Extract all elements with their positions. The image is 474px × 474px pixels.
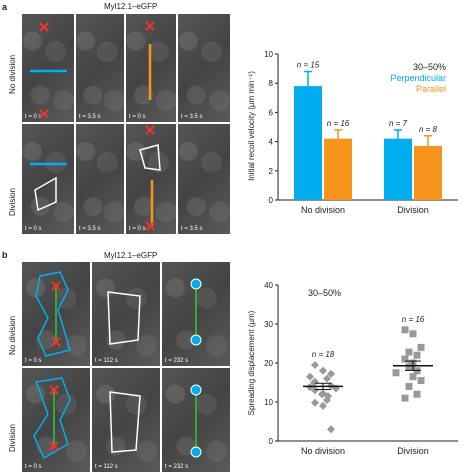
chart-b-point-no-division bbox=[306, 372, 314, 381]
panel-a-title: Myl12.1–eGFP bbox=[104, 2, 158, 11]
chart-a-n-label: n = 15 bbox=[297, 61, 320, 70]
panel-a-tile-r2-c1: t = 0 s bbox=[22, 124, 74, 234]
chart-b-point-division bbox=[405, 363, 413, 371]
chart-a-bar bbox=[294, 86, 322, 200]
chart-a-bar bbox=[324, 138, 352, 200]
chart-b-ytick-label: 10 bbox=[264, 398, 273, 407]
chart-b-ytick-label: 30 bbox=[264, 320, 273, 329]
chart-b-point-no-division bbox=[319, 401, 327, 410]
chart-a-xtick-label: No division bbox=[301, 205, 345, 215]
chart-b-point-division bbox=[417, 343, 425, 351]
panel-a-tile-r1-c2: t = 3.5 s bbox=[76, 14, 124, 122]
chart-b-point-division bbox=[392, 369, 400, 377]
chart-b-point-no-division bbox=[319, 366, 327, 375]
chart-b-ytick-label: 0 bbox=[269, 437, 274, 446]
chart-b-point-no-division bbox=[323, 374, 331, 383]
chart-a-ytick-label: 8 bbox=[269, 79, 274, 88]
chart-b-ylabel: Spreading displacement (µm) bbox=[247, 310, 256, 415]
chart-b-point-no-division bbox=[311, 386, 319, 395]
chart-b-point-no-division bbox=[306, 383, 314, 392]
spreading-displacement-scatter-chart: 0 10 20 30 40 No division Division n = 18 n = 1… bbox=[247, 281, 458, 456]
panel-a-tile-r1-c1: t = 0 s bbox=[22, 14, 74, 122]
chart-a-legend-perpendicular: Perpendicular bbox=[390, 73, 446, 83]
chart-b-point-no-division bbox=[327, 369, 335, 378]
chart-b-ytick-label: 20 bbox=[264, 359, 273, 368]
panel-b-title: Myl12.1–eGFP bbox=[104, 251, 158, 260]
chart-a-legend-parallel: Parallel bbox=[416, 84, 446, 94]
chart-a-n-label: n = 8 bbox=[419, 125, 438, 134]
chart-b-point-division bbox=[409, 373, 417, 381]
panel-b-tile-r2-c1: t = 0 s bbox=[22, 368, 90, 472]
panel-b-letter: b bbox=[2, 250, 8, 260]
chart-b-n-label: n = 18 bbox=[312, 350, 335, 359]
chart-b-point-no-division bbox=[310, 378, 318, 387]
chart-b-point-division bbox=[413, 351, 421, 359]
chart-a-bar bbox=[414, 145, 442, 200]
chart-a-ytick-label: 6 bbox=[269, 108, 274, 117]
chart-a-n-label: n = 16 bbox=[327, 119, 350, 128]
panel-a-letter: a bbox=[2, 2, 8, 12]
chart-b-point-no-division bbox=[311, 360, 319, 369]
panel-a-tile-r2-c2: t = 3.5 s bbox=[76, 124, 124, 234]
chart-a-ytick-label: 4 bbox=[269, 138, 274, 147]
chart-b-point-division bbox=[409, 330, 417, 338]
chart-a-ytick-label: 2 bbox=[269, 167, 274, 176]
chart-a-n-label: n = 7 bbox=[389, 119, 408, 128]
chart-b-point-division bbox=[413, 390, 421, 398]
chart-a-ytick-label: 0 bbox=[269, 196, 274, 205]
chart-b-ytick-label: 40 bbox=[264, 281, 273, 290]
chart-b-xtick-label: No division bbox=[301, 446, 345, 456]
recoil-velocity-bar-chart: 0 2 4 6 8 10 No division Division n = 15 n = 16 n… bbox=[247, 50, 458, 215]
chart-a-bar bbox=[384, 138, 412, 200]
panel-b-tile-r1-c2: t = 112 s bbox=[92, 262, 160, 366]
chart-b-point-no-division bbox=[311, 398, 319, 407]
ablation-mark-icon bbox=[39, 21, 155, 231]
chart-b-point-no-division bbox=[323, 396, 331, 405]
chart-a-ylabel: Initial recoil velocity (µm min⁻¹) bbox=[247, 71, 256, 181]
chart-b-point-division bbox=[405, 382, 413, 390]
chart-b-xtick-label: Division bbox=[397, 446, 429, 456]
chart-b-point-division bbox=[401, 394, 409, 402]
chart-b-n-label: n = 16 bbox=[402, 315, 425, 324]
ablation-mark-icon bbox=[49, 281, 61, 451]
chart-b-point-division bbox=[417, 377, 425, 385]
chart-a-xtick-label: Division bbox=[397, 205, 429, 215]
panel-a-tile-r1-c4: t = 3.5 s bbox=[178, 14, 230, 122]
chart-b-point-division bbox=[401, 355, 409, 363]
chart-a-ytick-label: 10 bbox=[264, 50, 273, 59]
chart-b-annotation: 30–50% bbox=[308, 288, 341, 298]
panel-b-tile-r2-c2: t = 112 s bbox=[92, 368, 160, 472]
chart-b-point-no-division bbox=[327, 425, 335, 434]
chart-b-point-division bbox=[405, 348, 413, 356]
chart-b-point-division bbox=[401, 326, 409, 334]
panel-a-tile-r2-c4: t = 3.5 s bbox=[178, 124, 230, 234]
panel-a-tile-r2-c3: t = 0 s bbox=[126, 124, 176, 234]
chart-a-legend-title: 30–50% bbox=[413, 62, 446, 72]
chart-b-point-no-division bbox=[318, 390, 326, 399]
